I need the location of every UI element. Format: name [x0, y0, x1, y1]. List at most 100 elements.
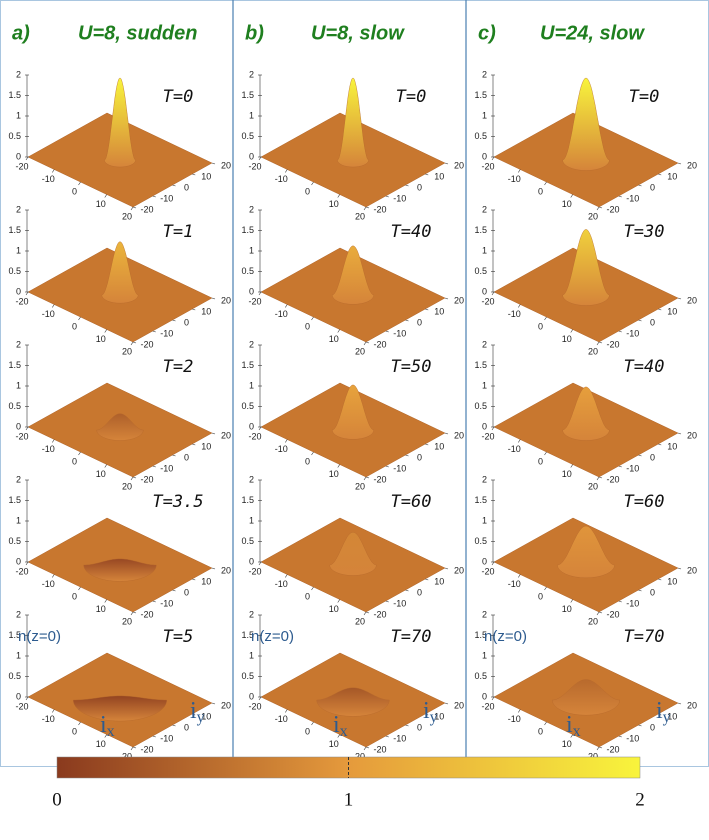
time-label: T=70 [391, 627, 432, 647]
y-tick [658, 308, 662, 311]
x-tick-label: 10 [329, 604, 339, 614]
x-tick-label: 0 [72, 591, 77, 601]
x-tick [337, 599, 340, 603]
y-tick [638, 319, 642, 322]
z-tick-label: 2 [482, 474, 487, 484]
x-tick-label: 0 [72, 726, 77, 736]
x-tick-label: 20 [588, 481, 598, 491]
x-tick [311, 721, 314, 726]
y-tick [425, 443, 429, 446]
z-tick-label: 0.5 [8, 266, 21, 276]
z-tick-label: 2 [249, 69, 254, 79]
y-tick [192, 578, 196, 581]
x-tick-label: -20 [15, 296, 28, 306]
y-tick-label: -20 [373, 339, 386, 349]
y-tick-label: 20 [687, 295, 697, 305]
z-tick-label: 2 [16, 609, 21, 619]
z-tick-label: 0.5 [241, 536, 254, 546]
y-axis-label: iy [656, 698, 671, 726]
y-tick [172, 454, 176, 457]
x-tick [570, 464, 573, 468]
x-tick [25, 156, 29, 161]
y-tick-label: 10 [201, 576, 211, 586]
z-tick-label: 1 [16, 515, 21, 525]
y-tick [211, 432, 216, 435]
density-peak [551, 679, 621, 716]
x-axis-label-base: i [100, 712, 107, 738]
y-tick-label: -20 [606, 609, 619, 619]
x-tick-label: -20 [248, 161, 261, 171]
panel-label: b) [245, 22, 264, 44]
density-peak [562, 386, 610, 441]
y-tick [638, 184, 642, 187]
x-tick [363, 746, 367, 751]
z-tick-label: 1 [482, 515, 487, 525]
y-tick-label: -20 [140, 204, 153, 214]
z-tick-label: 1 [482, 650, 487, 660]
x-tick [518, 169, 521, 173]
time-label: T=0 [396, 87, 427, 107]
x-tick-label: 0 [72, 321, 77, 331]
y-tick [405, 184, 409, 187]
time-label: T=30 [624, 222, 665, 242]
y-tick [598, 611, 603, 614]
y-tick [618, 600, 622, 603]
x-axis-label-sub: x [573, 723, 581, 740]
x-tick-label: 20 [355, 616, 365, 626]
z-tick-label: 2 [482, 339, 487, 349]
x-tick [52, 169, 55, 173]
x-tick-label: 0 [305, 591, 310, 601]
y-tick-label: 10 [434, 306, 444, 316]
x-tick [491, 561, 495, 566]
y-axis-label-base: i [656, 698, 663, 724]
x-tick-label: -20 [481, 431, 494, 441]
x-tick [596, 206, 600, 211]
y-tick-label: 20 [687, 430, 697, 440]
x-tick [544, 721, 547, 726]
z-tick-label: 2 [482, 609, 487, 619]
y-tick [152, 600, 156, 603]
y-tick-label: 10 [667, 711, 677, 721]
y-tick-label: -10 [393, 328, 406, 338]
x-tick [104, 194, 107, 198]
y-tick [385, 735, 389, 738]
x-tick-label: 0 [305, 186, 310, 196]
z-tick-label: 1 [249, 380, 254, 390]
x-tick-label: -20 [15, 566, 28, 576]
z-tick-label: 0 [16, 691, 21, 701]
x-tick-label: 20 [355, 481, 365, 491]
x-tick-label: -10 [508, 714, 521, 724]
z-axis-label: n(z=0) [18, 628, 61, 645]
x-tick [337, 464, 340, 468]
y-tick-label: -10 [626, 328, 639, 338]
y-tick [444, 432, 449, 435]
y-tick-label: 0 [417, 317, 422, 327]
time-label: T=0 [629, 87, 660, 107]
z-tick-label: 1 [249, 650, 254, 660]
y-tick-label: -10 [160, 463, 173, 473]
z-tick-label: 1.5 [474, 225, 487, 235]
density-peak [72, 695, 168, 722]
panel-label: a) [12, 22, 30, 44]
y-tick [638, 589, 642, 592]
x-tick-label: -20 [481, 701, 494, 711]
x-tick [285, 709, 288, 713]
x-tick [52, 304, 55, 308]
x-tick-label: -10 [42, 444, 55, 454]
z-tick-label: 2 [482, 69, 487, 79]
y-tick [152, 465, 156, 468]
y-tick-label: -20 [373, 609, 386, 619]
x-tick-label: 10 [329, 739, 339, 749]
z-tick-label: 0 [482, 151, 487, 161]
x-tick-label: -20 [481, 296, 494, 306]
x-axis-label: ix [333, 712, 348, 740]
density-peak [557, 525, 615, 579]
z-tick-label: 1.5 [241, 225, 254, 235]
y-axis-label-base: i [190, 698, 197, 724]
x-tick-label: 20 [588, 751, 598, 761]
x-tick-label: -10 [275, 444, 288, 454]
x-tick-label: 10 [562, 334, 572, 344]
y-axis-label-base: i [423, 698, 430, 724]
y-tick-label: -10 [160, 733, 173, 743]
